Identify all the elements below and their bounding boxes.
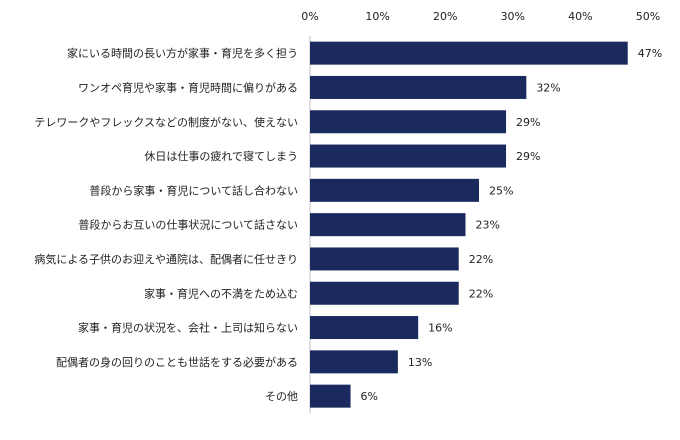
bar (310, 41, 628, 65)
category-label: その他 (265, 390, 298, 403)
bar (310, 144, 507, 168)
value-label: 13% (408, 356, 432, 369)
value-label: 16% (428, 322, 452, 335)
value-label: 29% (516, 116, 540, 129)
bar (310, 316, 419, 340)
value-label: 22% (469, 287, 493, 300)
x-tick-label: 50% (636, 10, 660, 23)
category-label: 普段から家事・育児について話し合わない (89, 183, 298, 197)
x-tick-label: 20% (433, 10, 457, 23)
x-axis-ticks: 0% 10% 20% 30% 40% 50% (301, 10, 660, 23)
x-tick-label: 40% (568, 10, 592, 23)
x-tick-label: 10% (365, 10, 389, 23)
value-label: 22% (469, 253, 493, 266)
x-tick-label: 0% (301, 10, 318, 23)
bar (310, 281, 459, 305)
category-label: 病気による子供のお迎えや通院は、配偶者に任せきり (34, 252, 298, 266)
value-label: 6% (361, 390, 378, 403)
bars: 家にいる時間の長い方が家事・育児を多く担う 47% ワンオペ育児や家事・育児時間に偏… (34, 41, 662, 408)
value-label: 29% (516, 150, 540, 163)
bar (310, 75, 527, 99)
category-label: ワンオペ育児や家事・育児時間に偏りがある (78, 80, 298, 94)
value-label: 23% (475, 219, 499, 232)
bar (310, 213, 466, 237)
category-label: 普段からお互いの仕事状況について話さない (78, 218, 298, 232)
bar (310, 384, 351, 408)
bar (310, 247, 459, 271)
bar (310, 350, 398, 374)
value-label: 32% (536, 81, 560, 94)
category-label: 家にいる時間の長い方が家事・育児を多く担う (67, 46, 298, 60)
bar (310, 178, 479, 202)
value-label: 25% (489, 184, 513, 197)
value-label: 47% (638, 47, 662, 60)
category-label: 家事・育児の状況を、会社・上司は知らない (78, 321, 298, 335)
x-tick-label: 30% (501, 10, 525, 23)
category-label: テレワークやフレックスなどの制度がない、使えない (34, 115, 298, 129)
bar (310, 110, 507, 134)
category-label: 家事・育児への不満をため込む (144, 286, 298, 300)
category-label: 配偶者の身の回りのことも世話をする必要がある (56, 355, 298, 369)
category-label: 休日は仕事の疲れで寝てしまう (144, 149, 298, 163)
